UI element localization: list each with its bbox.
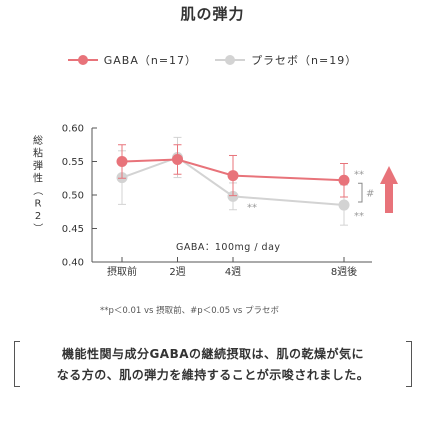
series-line-placebo bbox=[121, 156, 345, 207]
y-axis-label-char: 粘 bbox=[33, 147, 43, 160]
data-point-gaba bbox=[172, 153, 183, 165]
y-axis-label-char: R bbox=[35, 199, 42, 210]
increase-arrow-shaft bbox=[385, 183, 393, 213]
conclusion-line-1: 機能性関与成分GABAの継続摂取は、肌の乾燥が気に bbox=[61, 347, 365, 361]
data-point-placebo bbox=[227, 190, 239, 202]
y-axis-label-char: 総 bbox=[33, 134, 43, 147]
x-tick-label: 4週 bbox=[225, 266, 241, 278]
conclusion-text: 機能性関与成分GABAの継続摂取は、肌の乾燥が気に なる方の、肌の弾力を維持する… bbox=[14, 344, 412, 386]
y-axis-label-char: ） bbox=[32, 223, 44, 233]
legend-swatch-placebo bbox=[215, 55, 246, 65]
data-point-gaba bbox=[116, 156, 128, 167]
legend-item-placebo: プラセボ（n=19） bbox=[215, 52, 357, 68]
legend: GABA（n=17） プラセボ（n=19） bbox=[0, 52, 425, 68]
y-axis-label-char: （ bbox=[32, 186, 44, 196]
legend-label-placebo: プラセボ（n=19） bbox=[251, 54, 358, 67]
significance-bracket bbox=[358, 182, 363, 203]
right-bracket bbox=[406, 341, 412, 387]
series-line-gaba bbox=[121, 158, 345, 182]
y-axis-label-char: 弾 bbox=[33, 159, 43, 172]
increase-arrow-head bbox=[380, 166, 398, 184]
significance-between-groups: # bbox=[366, 189, 374, 200]
dose-label: GABA：100mg / day bbox=[176, 242, 281, 253]
data-point-placebo bbox=[338, 199, 350, 211]
left-bracket bbox=[14, 341, 20, 387]
legend-swatch-gaba bbox=[67, 55, 98, 65]
conclusion-line-2: なる方の、肌の弾力を維持することが示唆されました。 bbox=[56, 368, 370, 382]
y-tick-label: 0.45 bbox=[62, 224, 84, 235]
data-point-gaba bbox=[227, 170, 239, 182]
y-axis-label-char: 2 bbox=[35, 211, 41, 222]
footnote: **p＜0.01 vs 摂取前、#p＜0.05 vs プラセボ bbox=[100, 305, 279, 316]
y-tick-label: 0.50 bbox=[62, 191, 84, 202]
legend-label-gaba: GABA（n=17） bbox=[103, 54, 198, 67]
chart-title: 肌の弾力 bbox=[180, 5, 245, 23]
y-tick-label: 0.55 bbox=[62, 157, 84, 168]
x-tick-label: 2週 bbox=[169, 266, 185, 278]
x-tick-label: 8週後 bbox=[331, 265, 357, 278]
conclusion-box: 機能性関与成分GABAの継続摂取は、肌の乾燥が気に なる方の、肌の弾力を維持する… bbox=[14, 341, 412, 387]
x-tick-label: 摂取前 bbox=[107, 265, 137, 278]
significance-8w-placebo: ** bbox=[354, 211, 364, 222]
significance-4w-placebo: ** bbox=[247, 202, 257, 213]
legend-item-gaba: GABA（n=17） bbox=[67, 52, 198, 68]
data-point-gaba bbox=[338, 174, 350, 186]
significance-8w-gaba: ** bbox=[354, 169, 364, 180]
y-tick-label: 0.60 bbox=[62, 124, 84, 135]
y-tick-label: 0.40 bbox=[62, 258, 84, 269]
y-axis-label-char: 性 bbox=[33, 172, 43, 185]
